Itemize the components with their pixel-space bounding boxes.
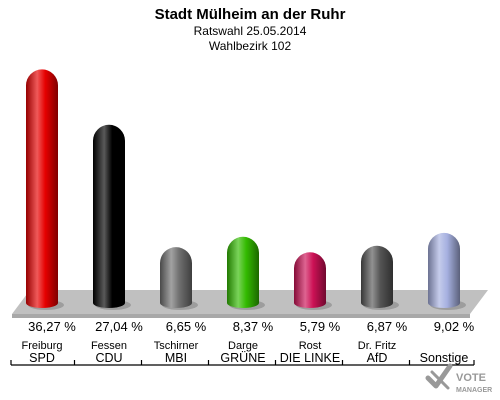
value-label: 5,79 % [300,319,341,334]
chart-district: Wahlbezirk 102 [209,39,292,53]
bar-afd [361,245,399,310]
value-label: 27,04 % [95,319,143,334]
party-label: CDU [95,351,122,365]
candidate-label: Dr. Fritz [358,340,397,352]
value-label: 9,02 % [434,319,475,334]
bars-layer [26,69,466,310]
bar-grüne [227,236,265,310]
value-label: 36,27 % [28,319,76,334]
bar-spd [26,69,64,310]
party-label: GRÜNE [220,351,265,365]
vote-manager-logo: VOTE MANAGER [425,363,492,394]
logo-text-bottom: MANAGER [456,387,492,394]
candidate-label: Rost [299,340,322,352]
party-label: SPD [29,351,55,365]
candidate-label: Darge [228,340,258,352]
bar-sonstige [428,232,466,310]
party-label: AfD [367,351,388,365]
bar-cdu [93,124,131,310]
party-label: Sonstige [420,351,469,365]
party-label: DIE LINKE [280,351,340,365]
floor-front [12,314,470,318]
value-label: 6,87 % [367,319,408,334]
logo-text-top: VOTE [456,372,486,384]
party-label: MBI [165,351,187,365]
chart-title: Stadt Mülheim an der Ruhr [155,6,346,23]
candidate-label: Fessen [91,340,127,352]
value-label: 6,65 % [166,319,207,334]
bar-die-linke [294,252,332,310]
candidate-label: Tschirner [154,340,199,352]
bar-mbi [160,247,198,310]
candidate-label: Freiburg [22,340,63,352]
checkmark-icon [425,363,453,390]
chart-subtitle: Ratswahl 25.05.2014 [194,24,307,38]
value-label: 8,37 % [233,319,274,334]
